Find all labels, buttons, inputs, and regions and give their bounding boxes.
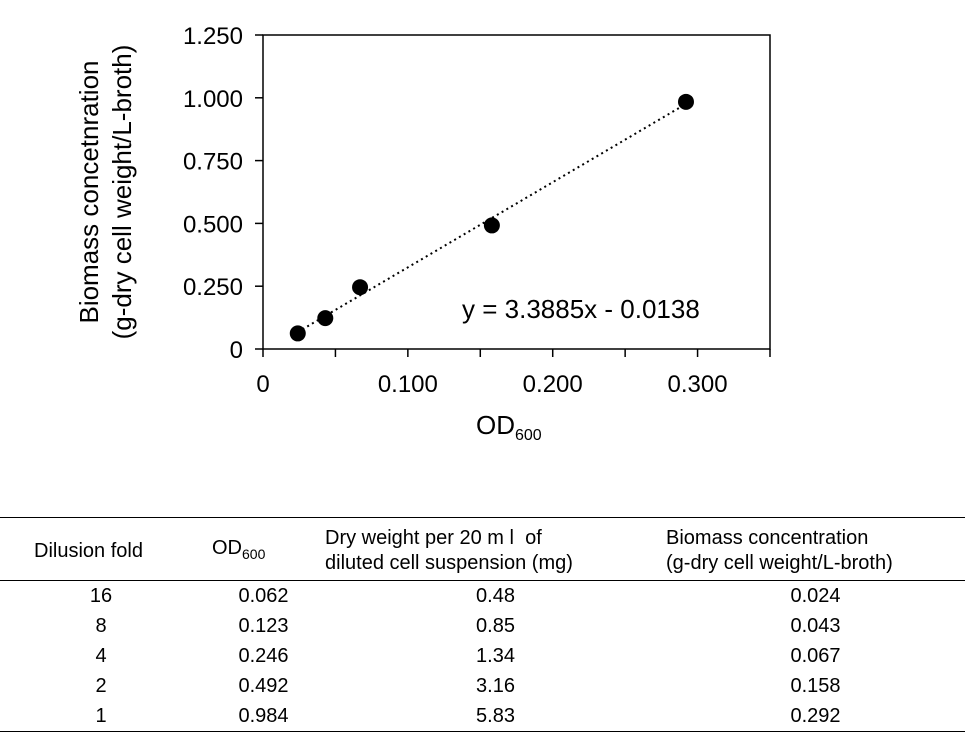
cell-dilution: 4 bbox=[95, 645, 107, 667]
cell-dilution: 1 bbox=[95, 705, 107, 727]
data-table: Dilusion fold OD600 Dry weight per 20 m … bbox=[0, 517, 965, 732]
header-od-subscript: 600 bbox=[242, 545, 266, 562]
cell-biomass: 0.024 bbox=[790, 585, 841, 607]
data-point bbox=[677, 93, 694, 110]
cell-dry-weight: 0.85 bbox=[476, 615, 515, 637]
cell-biomass: 0.043 bbox=[790, 615, 841, 637]
cell-biomass: 0.067 bbox=[790, 645, 841, 667]
cell-od: 0.492 bbox=[238, 675, 289, 697]
header-od600: OD600 bbox=[202, 518, 325, 581]
data-point bbox=[317, 310, 334, 327]
data-points bbox=[289, 93, 694, 342]
cell-od: 0.123 bbox=[238, 615, 289, 637]
header-dry-line2: diluted cell suspension (mg) bbox=[325, 552, 573, 574]
x-tick-label: 0.100 bbox=[378, 371, 438, 398]
x-tick-label: 0.200 bbox=[523, 371, 583, 398]
header-dry-weight: Dry weight per 20 m l of diluted cell sus… bbox=[325, 518, 666, 581]
header-dry-line1: Dry weight per 20 m l of bbox=[325, 527, 542, 549]
header-od-main: OD bbox=[212, 536, 242, 559]
cell-dilution: 16 bbox=[89, 585, 113, 607]
cell-dry-weight: 3.16 bbox=[476, 675, 515, 697]
plot-area-frame bbox=[262, 34, 771, 350]
x-tick-label: 0 bbox=[256, 371, 269, 398]
table-row: 4 0.246 1.34 0.067 bbox=[0, 641, 965, 671]
y-axis-ticks: 0 0.250 0.500 0.750 1.000 1.250 bbox=[183, 23, 263, 364]
cell-dilution: 2 bbox=[95, 675, 107, 697]
cell-od: 0.984 bbox=[238, 705, 289, 727]
cell-dry-weight: 5.83 bbox=[476, 705, 515, 727]
y-tick-label: 0.500 bbox=[183, 211, 243, 238]
table-row: 1 0.984 5.83 0.292 bbox=[0, 701, 965, 732]
data-point bbox=[483, 217, 500, 234]
trendline bbox=[297, 103, 687, 333]
cell-od: 0.062 bbox=[238, 585, 289, 607]
data-point bbox=[289, 325, 306, 342]
x-axis-label-subscript: 600 bbox=[515, 427, 542, 444]
table-row: 16 0.062 0.48 0.024 bbox=[0, 581, 965, 612]
cell-biomass: 0.158 bbox=[790, 675, 841, 697]
header-dilution-fold: Dilusion fold bbox=[34, 539, 143, 562]
cell-dry-weight: 1.34 bbox=[476, 645, 515, 667]
y-tick-label: 0 bbox=[230, 337, 243, 364]
y-axis-label-line2: (g-dry cell weight/L-broth) bbox=[107, 45, 137, 340]
cell-dry-weight: 0.48 bbox=[476, 585, 515, 607]
x-tick-label: 0.300 bbox=[668, 371, 728, 398]
cell-dilution: 8 bbox=[95, 615, 107, 637]
cell-biomass: 0.292 bbox=[790, 705, 841, 727]
table-row: 2 0.492 3.16 0.158 bbox=[0, 671, 965, 701]
y-tick-label: 0.250 bbox=[183, 274, 243, 301]
header-bio-line1: Biomass concentration bbox=[666, 527, 869, 549]
y-tick-label: 1.000 bbox=[183, 86, 243, 113]
header-biomass: Biomass concentration (g-dry cell weight/… bbox=[666, 518, 965, 581]
data-point bbox=[352, 279, 369, 296]
y-axis-label-line1: Biomass concetnration bbox=[74, 60, 104, 323]
x-axis-label-main: OD bbox=[476, 410, 515, 440]
y-tick-label: 1.250 bbox=[183, 23, 243, 50]
trendline-equation: y = 3.3885x - 0.0138 bbox=[462, 294, 700, 324]
scatter-chart: 0 0.250 0.500 0.750 1.000 1.250 0 0.100 0.200 0.… bbox=[74, 23, 771, 444]
trendline-group bbox=[297, 103, 687, 333]
table-row: 8 0.123 0.85 0.043 bbox=[0, 611, 965, 641]
x-axis-label: OD600 bbox=[476, 410, 542, 444]
y-tick-label: 0.750 bbox=[183, 149, 243, 176]
x-axis-ticks: 0 0.100 0.200 0.300 bbox=[256, 349, 771, 398]
header-bio-line2: (g-dry cell weight/L-broth) bbox=[666, 552, 893, 574]
table-header-row: Dilusion fold OD600 Dry weight per 20 m … bbox=[0, 517, 965, 581]
cell-od: 0.246 bbox=[238, 645, 289, 667]
